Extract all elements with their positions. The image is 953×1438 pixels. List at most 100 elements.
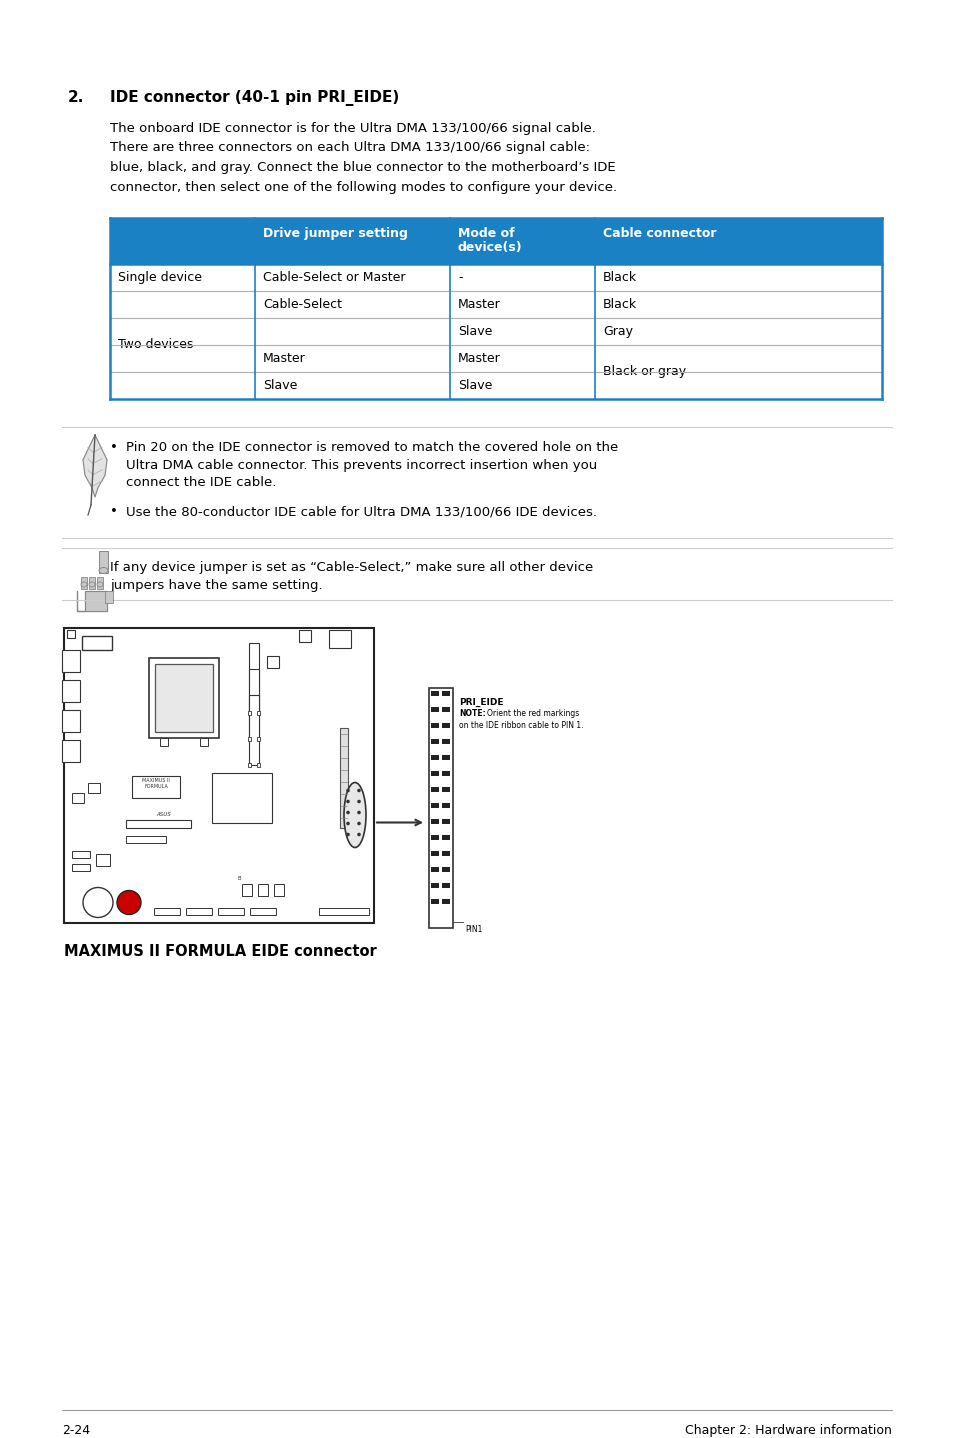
Bar <box>441 899 450 903</box>
Bar <box>256 710 260 715</box>
Bar <box>267 656 278 667</box>
Bar <box>329 630 351 647</box>
Bar <box>250 907 275 915</box>
Bar <box>441 690 450 696</box>
Bar <box>431 690 438 696</box>
Text: •: • <box>110 441 118 454</box>
Text: Slave: Slave <box>263 380 297 393</box>
Text: MAXIMUS II FORMULA EIDE connector: MAXIMUS II FORMULA EIDE connector <box>64 945 376 959</box>
Bar <box>248 710 251 715</box>
Text: 2.: 2. <box>68 91 84 105</box>
Text: Single device: Single device <box>118 270 202 283</box>
Bar <box>97 577 103 588</box>
Bar <box>441 802 450 808</box>
Bar <box>71 863 90 870</box>
Bar <box>256 736 260 741</box>
Ellipse shape <box>97 582 103 587</box>
Bar <box>62 709 80 732</box>
Bar <box>126 820 191 827</box>
Text: The onboard IDE connector is for the Ultra DMA 133/100/66 signal cable.: The onboard IDE connector is for the Ult… <box>110 122 596 135</box>
Bar <box>218 907 244 915</box>
Text: •: • <box>110 506 118 519</box>
Text: Black: Black <box>602 270 637 283</box>
Bar <box>212 772 272 823</box>
Text: Chapter 2: Hardware information: Chapter 2: Hardware information <box>684 1424 891 1437</box>
Bar <box>81 577 87 588</box>
Bar <box>132 775 180 798</box>
Bar <box>82 636 112 650</box>
Bar <box>105 591 112 603</box>
Bar <box>431 706 438 712</box>
Text: PIN1: PIN1 <box>464 926 482 935</box>
Bar <box>89 577 95 588</box>
Bar <box>431 802 438 808</box>
Bar <box>62 680 80 702</box>
Text: Black: Black <box>602 298 637 311</box>
Text: Master: Master <box>457 352 500 365</box>
Text: Drive jumper setting: Drive jumper setting <box>263 227 408 240</box>
Text: IDE connector (40-1 pin PRI_EIDE): IDE connector (40-1 pin PRI_EIDE) <box>110 91 399 106</box>
Bar <box>62 739 80 762</box>
Text: jumpers have the same setting.: jumpers have the same setting. <box>110 580 322 592</box>
Text: connector, then select one of the following modes to configure your device.: connector, then select one of the follow… <box>110 181 617 194</box>
Text: Master: Master <box>263 352 305 365</box>
Text: PRI_EIDE: PRI_EIDE <box>458 697 503 706</box>
Text: MAXIMUS II
FORMULA: MAXIMUS II FORMULA <box>142 778 170 789</box>
Circle shape <box>356 800 360 804</box>
Text: If any device jumper is set as “Cable-Select,” make sure all other device: If any device jumper is set as “Cable-Se… <box>110 561 593 575</box>
Bar <box>339 728 348 827</box>
Bar <box>248 736 251 741</box>
Ellipse shape <box>81 582 87 587</box>
Bar <box>242 883 252 896</box>
Text: ASUS: ASUS <box>156 812 172 817</box>
Circle shape <box>346 833 350 837</box>
Bar <box>441 883 450 887</box>
Circle shape <box>346 788 350 792</box>
Bar <box>441 867 450 871</box>
Bar <box>431 834 438 840</box>
Ellipse shape <box>99 568 108 574</box>
Text: Ultra DMA cable connector. This prevents incorrect insertion when you: Ultra DMA cable connector. This prevents… <box>126 459 597 472</box>
Text: Cable-Select: Cable-Select <box>263 298 341 311</box>
Bar <box>71 850 90 857</box>
Bar <box>431 771 438 775</box>
Bar <box>256 762 260 766</box>
Text: Mode of: Mode of <box>457 227 514 240</box>
Bar <box>249 643 258 712</box>
Bar <box>298 630 311 641</box>
Text: on the IDE ribbon cable to PIN 1.: on the IDE ribbon cable to PIN 1. <box>458 720 583 729</box>
Text: Black or gray: Black or gray <box>602 365 685 378</box>
Text: 2-24: 2-24 <box>62 1424 90 1437</box>
Text: blue, black, and gray. Connect the blue connector to the motherboard’s IDE: blue, black, and gray. Connect the blue … <box>110 161 615 174</box>
Text: device(s): device(s) <box>457 242 522 255</box>
Bar <box>431 850 438 856</box>
Bar <box>431 883 438 887</box>
Ellipse shape <box>344 782 366 847</box>
Bar <box>431 867 438 871</box>
Bar <box>441 706 450 712</box>
Bar <box>154 663 213 732</box>
Text: Gray: Gray <box>602 325 633 338</box>
Bar <box>318 907 369 915</box>
Bar <box>110 219 882 265</box>
Bar <box>149 657 219 738</box>
Bar <box>441 818 450 824</box>
Text: Cable-Select or Master: Cable-Select or Master <box>263 270 405 283</box>
Text: connect the IDE cable.: connect the IDE cable. <box>126 476 276 489</box>
Text: Cable connector: Cable connector <box>602 227 716 240</box>
Bar <box>441 755 450 759</box>
Bar <box>441 850 450 856</box>
Bar <box>160 738 168 745</box>
Circle shape <box>346 800 350 804</box>
Bar <box>64 627 374 923</box>
Bar <box>71 792 84 802</box>
Bar <box>441 787 450 791</box>
Bar <box>248 762 251 766</box>
Bar <box>126 835 166 843</box>
Text: -: - <box>457 270 462 283</box>
Circle shape <box>356 788 360 792</box>
Bar <box>62 650 80 672</box>
Bar <box>274 883 284 896</box>
Text: Use the 80-conductor IDE cable for Ultra DMA 133/100/66 IDE devices.: Use the 80-conductor IDE cable for Ultra… <box>126 506 597 519</box>
Text: Two devices: Two devices <box>118 338 193 351</box>
